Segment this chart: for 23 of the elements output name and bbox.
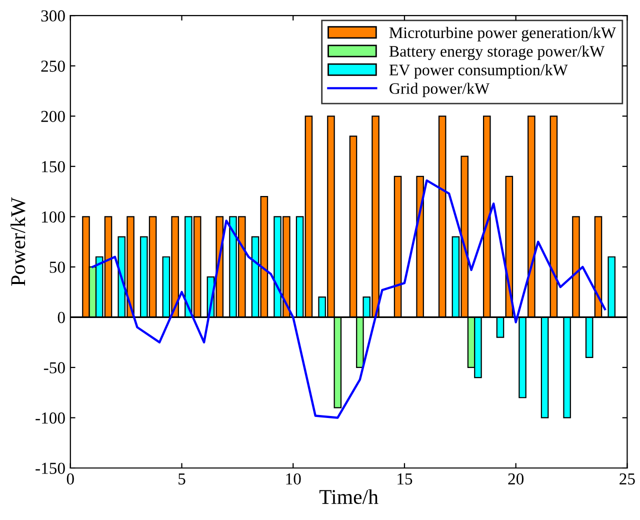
y-tick-label: -150: [36, 462, 65, 474]
x-tick-label: 10: [286, 473, 301, 485]
line-series: [92, 179, 606, 419]
y-tick-label: 0: [58, 312, 65, 324]
y-tick-label: -50: [44, 362, 65, 374]
y-tick-label: 100: [42, 211, 65, 223]
legend-label: EV power consumption/kW: [389, 64, 568, 79]
x-tick-label: 20: [508, 473, 524, 485]
y-tick-label: 300: [41, 10, 65, 22]
y-tick-label: 250: [41, 60, 65, 72]
x-tick-label: 15: [398, 473, 412, 485]
y-tick-label: -100: [36, 412, 65, 424]
x-tick-label: 25: [620, 473, 635, 485]
x-tick-label: 5: [178, 474, 186, 485]
x-tick-label: 0: [66, 473, 74, 485]
y-tick-label: 150: [42, 161, 65, 172]
x-axis-title: Time/h: [319, 489, 378, 504]
legend-label: Microturbine power generation/kW: [389, 26, 616, 42]
legend-label: Battery energy storage power/kW: [389, 46, 605, 60]
legend-label: Grid power/kW: [390, 82, 490, 98]
y-tick-label: 50: [50, 262, 65, 273]
y-tick-label: 200: [41, 110, 65, 122]
y-axis-title: Power/kW: [10, 197, 26, 286]
